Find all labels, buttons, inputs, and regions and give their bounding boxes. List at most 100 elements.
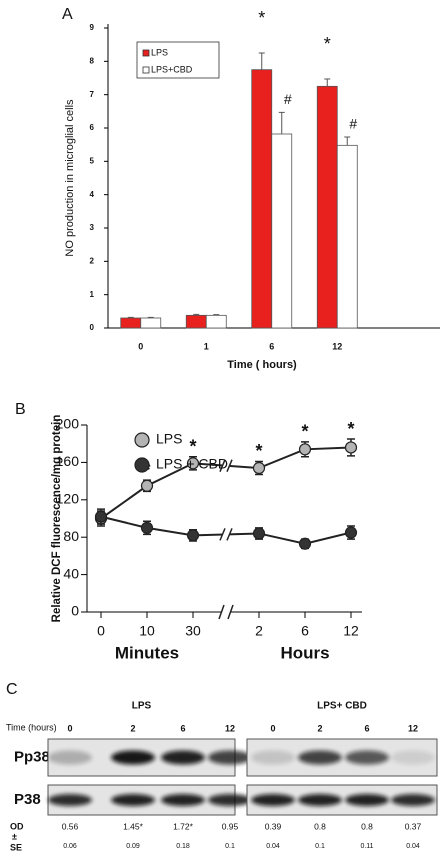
se-value: 0.06	[63, 843, 77, 850]
legend-marker	[134, 432, 150, 448]
y-tick-label: 4	[90, 190, 95, 199]
pm-label: ±	[12, 831, 17, 841]
lane-label: 2	[317, 723, 322, 733]
band	[48, 794, 92, 806]
y-tick-label: 6	[90, 123, 95, 132]
y-tick-label: 8	[90, 56, 95, 65]
y-tick-label: 3	[90, 223, 95, 232]
band	[345, 794, 389, 806]
se-value: 0.11	[360, 843, 373, 850]
y-axis-title: Relative DCF fluorescence/mg protein	[51, 415, 63, 623]
legend-label: LPS	[151, 47, 168, 57]
lane-label: 6	[364, 723, 369, 733]
axis-break	[219, 528, 233, 541]
legend-swatch	[142, 66, 150, 74]
se-value: 0.09	[126, 843, 140, 850]
lane-label: 12	[408, 723, 418, 733]
annotation: *	[324, 34, 331, 54]
band	[208, 750, 252, 765]
legend-swatch	[142, 49, 150, 57]
y-tick-label: 120	[56, 491, 80, 507]
row-label: P38	[14, 791, 41, 808]
error-bar	[344, 136, 351, 146]
axis-break	[218, 604, 234, 620]
lane-label: 6	[180, 723, 185, 733]
od-value: 0.8	[361, 821, 373, 831]
x-tick-label: 12	[343, 623, 359, 639]
band	[345, 750, 389, 765]
se-value: 0.04	[266, 843, 280, 850]
y-tick-label: 0	[71, 603, 79, 619]
point	[140, 479, 154, 492]
band	[298, 750, 342, 765]
bar	[316, 85, 338, 329]
od-value: 0.37	[405, 821, 422, 831]
axis-break	[222, 527, 230, 542]
annotation: *	[258, 8, 265, 28]
band	[208, 794, 252, 806]
lane-label: 12	[225, 723, 235, 733]
time-label: Time (hours)	[6, 722, 57, 732]
x-tick-label: 6	[301, 623, 309, 639]
annotation: #	[284, 91, 292, 107]
y-tick-label: 2	[90, 256, 95, 265]
band	[161, 794, 205, 806]
se-label: SE	[10, 842, 22, 852]
x-tick-label: 0	[97, 623, 105, 639]
row-label: Pp38	[14, 748, 50, 765]
legend-label: LPS+CBD	[151, 64, 193, 74]
annotation: #	[349, 116, 357, 132]
error-bar	[324, 78, 331, 87]
y-axis-title: NO production in microglial cells	[64, 99, 76, 257]
point	[94, 510, 108, 523]
y-tick-label: 1	[90, 290, 95, 299]
bar	[336, 144, 358, 329]
error-bar	[258, 52, 265, 70]
lane-label: 0	[67, 723, 72, 733]
bar	[251, 69, 273, 329]
legend-label: LPS	[156, 431, 182, 447]
bar	[120, 317, 142, 329]
annotation: *	[255, 441, 262, 461]
point	[344, 441, 358, 454]
od-value: 1.72*	[173, 821, 194, 831]
x-group-label: Hours	[280, 643, 329, 662]
band	[161, 750, 205, 765]
y-tick-label: 0	[90, 323, 95, 332]
band	[111, 750, 155, 765]
group-title: LPS+ CBD	[317, 701, 367, 712]
point	[186, 529, 200, 542]
se-value: 0.1	[225, 843, 235, 850]
se-value: 0.1	[315, 843, 325, 850]
legend-label: LPS + CBD	[156, 456, 228, 472]
legend-box	[136, 41, 220, 79]
x-tick-label: 12	[332, 341, 342, 351]
point	[252, 527, 266, 540]
band	[298, 794, 342, 806]
y-tick-label: 40	[63, 565, 79, 581]
x-tick-label: 1	[204, 341, 209, 351]
y-tick-label: 5	[90, 156, 95, 165]
od-value: 0.56	[62, 821, 79, 831]
se-value: 0.04	[406, 843, 420, 850]
error-bar	[278, 111, 285, 134]
panel-label: B	[15, 401, 26, 418]
axis-break	[219, 459, 233, 472]
x-tick-label: 0	[138, 341, 143, 351]
y-tick-label: 80	[63, 528, 79, 544]
od-value: 0.8	[314, 821, 326, 831]
bar	[271, 133, 293, 329]
group-title: LPS	[132, 701, 152, 712]
legend-marker	[134, 457, 150, 473]
y-tick-label: 7	[90, 90, 95, 99]
error-bar	[127, 316, 134, 318]
x-axis-title: Time ( hours)	[227, 359, 297, 371]
axis-break	[222, 458, 230, 473]
x-group-label: Minutes	[115, 643, 179, 662]
lane-label: 2	[130, 723, 135, 733]
od-value: 0.95	[222, 821, 239, 831]
point	[298, 537, 312, 550]
x-tick-label: 10	[139, 623, 155, 639]
od-label: OD	[10, 821, 24, 831]
band	[48, 750, 92, 765]
